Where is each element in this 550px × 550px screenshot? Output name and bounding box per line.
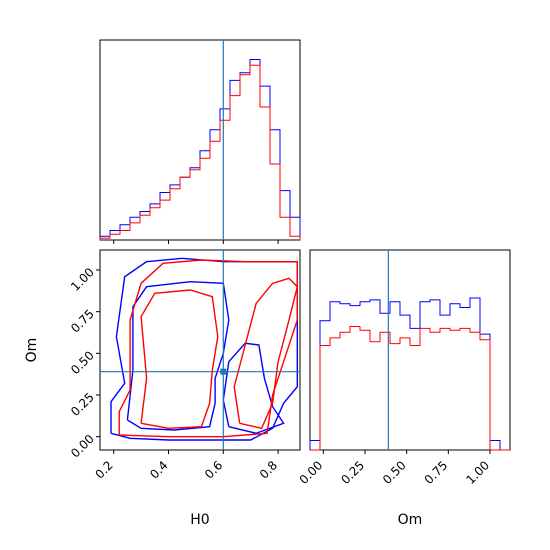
contour-x-tick-label: 0.8 (257, 458, 280, 481)
om-histogram-frame (309, 249, 511, 451)
om-histogram-marks (309, 250, 510, 451)
contour-y-tick-label: 1.00 (68, 265, 97, 294)
contour-x-tick-label: 0.4 (147, 458, 170, 481)
om-histogram-panel: 0.00 0.25 0.50 0.75 1.00 (297, 249, 511, 487)
contour-y-tick-label: 0.50 (68, 348, 97, 377)
contour-x-ticks: 0.2 0.4 0.6 0.8 (92, 450, 280, 482)
contour-red-inner (140, 289, 219, 430)
om-histogram-red-series (310, 326, 510, 451)
contour-x-tick-label: 0.6 (202, 458, 225, 481)
h0-histogram-panel (99, 39, 301, 244)
contour-truth-marker (220, 368, 227, 375)
om-histogram-x-ticks: 0.00 0.25 0.50 0.75 1.00 (297, 450, 492, 487)
om-x-tick-label: 0.00 (297, 458, 326, 487)
contour-y-tick-label: 0.25 (68, 390, 97, 419)
contour-y-tick-label: 0.00 (68, 432, 97, 461)
contour-marks (100, 250, 300, 450)
contour-red-outer (118, 259, 298, 438)
x-axis-label-h0: H0 (190, 512, 209, 528)
contour-lines (110, 257, 299, 441)
om-x-tick-label: 0.25 (338, 458, 367, 487)
om-x-tick-label: 0.50 (380, 458, 409, 487)
om-x-tick-label: 0.75 (422, 458, 451, 487)
contour-y-ticks: 0.00 0.25 0.50 0.75 1.00 (68, 265, 100, 461)
x-axis-label-om: Om (398, 512, 423, 528)
h0-histogram-marks (99, 40, 301, 240)
contour-blue-right (222, 342, 285, 435)
y-axis-label-om: Om (24, 338, 40, 363)
contour-x-tick-label: 0.2 (92, 458, 115, 481)
h0-histogram-red-series (99, 64, 301, 240)
contour-red-right (233, 277, 299, 430)
om-x-tick-label: 1.00 (463, 458, 492, 487)
h0-om-contour-panel: 0.2 0.4 0.6 0.8 0.00 0.25 0.50 0.75 1.00 (68, 249, 301, 482)
h0-histogram-frame (99, 39, 301, 241)
om-histogram-blue-series (309, 297, 510, 451)
h0-histogram-x-ticks (113, 240, 279, 244)
contour-y-tick-label: 0.75 (68, 307, 97, 336)
